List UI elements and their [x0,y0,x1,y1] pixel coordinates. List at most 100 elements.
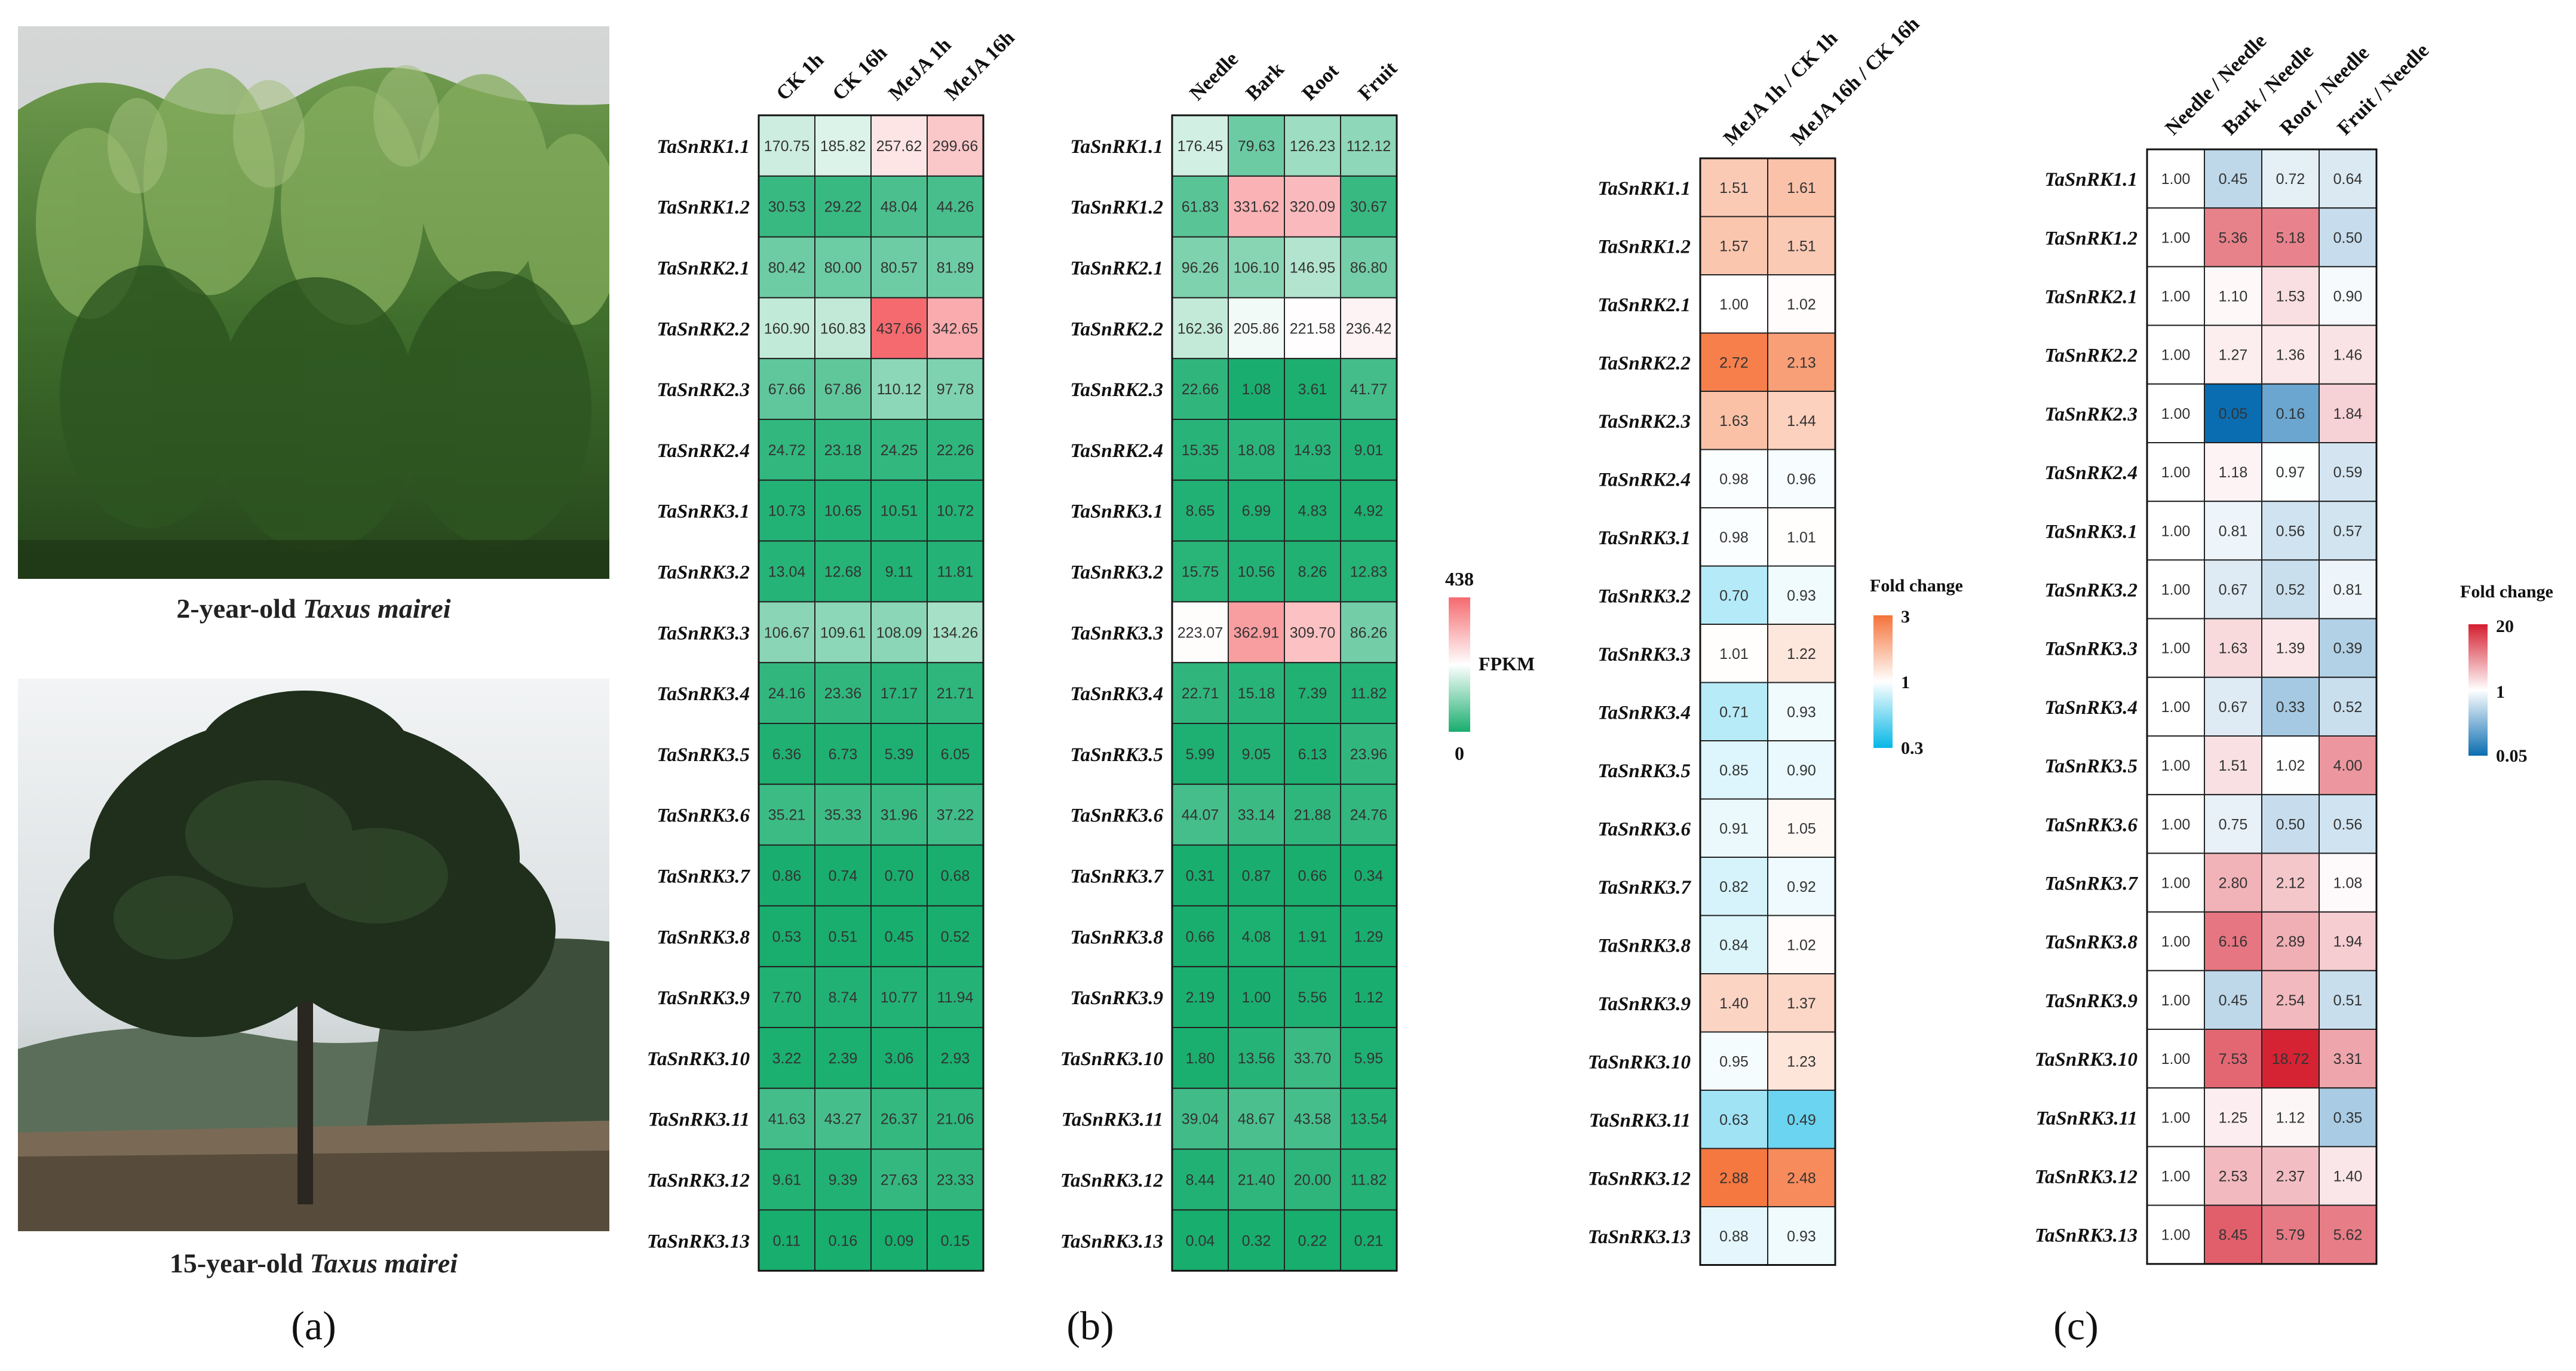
cell-value: 2.12 [2276,875,2305,892]
cell-value: 80.42 [768,260,806,277]
cell-value: 0.98 [1719,471,1749,487]
heatmap-cell [1172,1087,1229,1150]
cell-value: 1.91 [1298,928,1327,945]
row-label: TaSnRK3.12 [2035,1167,2138,1188]
cell-value: 106.10 [1234,260,1279,277]
row-label: TaSnRK3.13 [2035,1225,2138,1247]
cell-value: 9.01 [1354,442,1384,459]
heatmap-cell [1767,332,1836,392]
row-label: TaSnRK2.4 [657,440,750,462]
heatmap-cell [927,723,984,785]
cell-value: 27.63 [881,1172,918,1189]
cell-value: 79.63 [1238,138,1275,155]
cell-value: 1.36 [2276,347,2305,364]
row-label: TaSnRK3.2 [2044,580,2138,602]
heatmap-cell [1340,966,1397,1028]
heatmap-cell [1284,115,1341,177]
heatmap-cell [1700,1148,1768,1207]
cell-value: 0.71 [1719,704,1749,720]
heatmap-cell [2261,207,2320,268]
heatmap-cell [2204,149,2262,209]
heatmap-cell [2146,559,2205,619]
cell-value: 0.85 [1719,762,1749,779]
cell-value: 1.00 [2161,934,2191,950]
heatmap-cell [1340,175,1397,238]
heatmap-cell [814,297,872,360]
cell-value: 2.13 [1787,354,1816,371]
row-label: TaSnRK1.1 [1070,136,1163,158]
cell-value: 0.05 [2219,406,2248,422]
cell-value: 1.02 [1787,937,1816,953]
heatmap-cell [1340,662,1397,724]
cell-value: 146.95 [1290,260,1335,277]
cell-value: 2.53 [2219,1168,2248,1185]
heatmap-border [1699,157,1836,1266]
cell-value: 0.39 [2333,640,2363,657]
heatmap-cell [927,1148,984,1211]
cell-value: 10.72 [937,503,974,520]
cell-value: 2.48 [1787,1170,1816,1186]
row-label: TaSnRK2.2 [657,318,750,340]
cell-value: 80.57 [881,260,918,277]
column-label: Root [1298,60,1343,105]
cell-value: 1.10 [2219,289,2248,305]
cell-value: 5.79 [2276,1227,2305,1244]
cell-value: 1.08 [2333,875,2363,892]
heatmap-cell [1284,844,1341,907]
cell-value: 0.81 [2219,523,2248,539]
cell-value: 0.92 [1787,879,1816,895]
cell-value: 8.44 [1186,1172,1215,1189]
heatmap-cell [814,358,872,421]
heatmap-cell [814,115,872,177]
heatmap-cell [2319,852,2377,913]
cell-value: 0.57 [2333,523,2363,539]
cell-value: 4.00 [2333,757,2363,774]
cell-value: 48.04 [881,199,918,216]
cell-value: 0.49 [1787,1112,1816,1128]
row-label: TaSnRK3.13 [1588,1226,1691,1248]
heatmap-cell [1700,507,1768,567]
cell-value: 0.88 [1719,1228,1749,1245]
heatmap-cell [2319,1087,2377,1148]
cell-value: 10.51 [881,503,918,520]
row-label: TaSnRK3.5 [1597,760,1691,782]
cell-value: 0.93 [1787,1228,1816,1245]
cell-value: 97.78 [937,381,974,398]
cell-value: 43.27 [824,1111,862,1128]
cell-value: 1.40 [1719,995,1749,1012]
cell-value: 0.64 [2333,171,2363,188]
heatmap-cell [870,844,928,907]
row-label: TaSnRK3.5 [1070,744,1163,766]
cell-value: 0.70 [1719,587,1749,604]
heatmap-border [758,114,985,1272]
column-label: Bark [1241,58,1288,105]
heatmap-cell [814,236,872,299]
cell-value: 24.72 [768,442,806,459]
cell-value: 23.33 [937,1172,974,1189]
heatmap-cell [2261,794,2320,854]
heatmap-cell [927,1027,984,1089]
cell-value: 1.51 [2219,757,2248,774]
cell-value: 0.93 [1787,704,1816,720]
heatmap-cell [1228,1148,1285,1211]
heatmap-cell [2204,266,2262,326]
row-label: TaSnRK3.5 [2044,756,2138,777]
cell-value: 9.61 [772,1172,802,1189]
cell-value: 61.83 [1182,199,1219,216]
row-label: TaSnRK3.13 [647,1231,750,1252]
cell-value: 0.81 [2333,582,2363,599]
cell-value: 309.70 [1290,624,1335,641]
cell-value: 5.95 [1354,1050,1384,1067]
row-label: TaSnRK3.6 [1597,818,1691,840]
column-label: Needle [1185,48,1243,105]
heatmap-cell [2261,149,2320,209]
row-label: TaSnRK3.10 [647,1048,750,1070]
cell-value: 299.66 [933,138,978,155]
cell-value: 33.70 [1294,1050,1332,1067]
row-label: TaSnRK3.7 [1597,877,1691,898]
cell-value: 15.35 [1182,442,1219,459]
row-label: TaSnRK1.1 [1597,178,1691,200]
row-label: TaSnRK3.8 [1597,935,1691,956]
cell-value: 0.52 [941,928,970,945]
cell-value: 0.09 [885,1232,914,1249]
